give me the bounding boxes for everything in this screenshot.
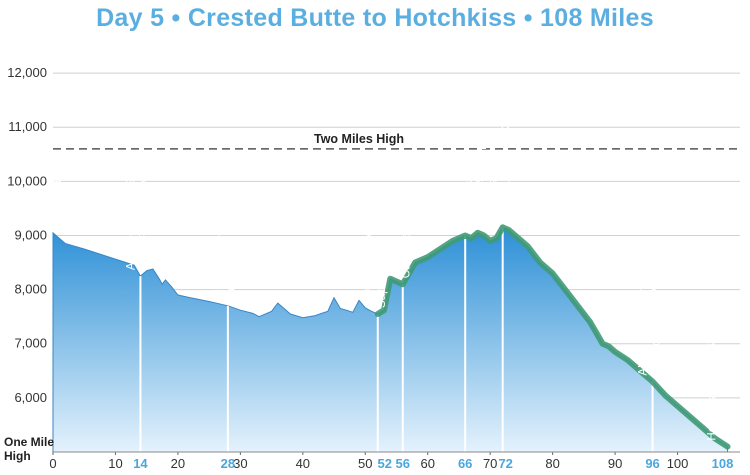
x-tick-label: 80 <box>545 456 559 471</box>
x-highlight-label: 108 <box>712 456 734 471</box>
y-tick-label: 12,000 <box>7 65 47 80</box>
x-tick-label: 30 <box>233 456 247 471</box>
x-highlight-label: 14 <box>133 456 148 471</box>
x-highlight-label: 96 <box>645 456 659 471</box>
annotation-label: Hermit's Rest <box>488 152 500 221</box>
x-highlight-label: 56 <box>396 456 410 471</box>
x-highlight-label: 72 <box>498 456 512 471</box>
annotation-label: AID 1 - 6am-10am <box>213 206 225 300</box>
annotation-label: Crawford Town Park <box>651 272 663 376</box>
annotation-label: Hotchkiss Middle School <box>707 315 719 440</box>
y-tick-label: 11,000 <box>8 119 47 134</box>
x-highlight-label: 66 <box>458 456 472 471</box>
reference-line-label: Two Miles High <box>314 132 404 146</box>
x-tick-label: 20 <box>171 456 185 471</box>
elevation-profile <box>52 226 729 453</box>
annotation-label: AM Relief - 5am-9am <box>125 161 137 270</box>
annotation-label: Lunch 10:30am-2:30pm <box>501 100 513 221</box>
annotation-label: Sapinero <box>376 262 388 308</box>
y-tick-label: 7,000 <box>14 336 47 351</box>
route-highlight <box>374 224 731 450</box>
x-tick-label: 90 <box>608 456 622 471</box>
annotation-label: Cattle gaurd <box>401 216 413 279</box>
chart-title: Day 5 • Crested Butte to Hotchkiss • 108… <box>96 4 654 32</box>
x-tick-label: 10 <box>108 456 122 471</box>
route-highlight-line <box>374 224 731 450</box>
x-tick-label: 0 <box>49 456 56 471</box>
y-tick-label: 9,000 <box>14 227 47 242</box>
aid-station-markers <box>139 227 654 452</box>
elevation-area <box>52 226 729 453</box>
annotation-label: AID 3 - 9am-3pm <box>475 134 487 222</box>
annotation-label: Cattle gaurd <box>463 167 475 230</box>
annotation-label: Gunnison <box>226 251 238 300</box>
x-tick-label: 50 <box>358 456 372 471</box>
x-tick-label: 40 <box>296 456 310 471</box>
x-highlight-label: 28 <box>221 456 235 471</box>
baseline-label: High <box>4 449 31 463</box>
y-tick-label: 6,000 <box>14 390 47 405</box>
two-miles-high-line: Two Miles High <box>53 132 740 150</box>
axes: 6,000 7,000 8,000 9,000 10,000 11,000 12,000 On… <box>4 65 740 471</box>
annotation-label: AID 4 - 11am-4pm <box>638 283 650 376</box>
annotation-label: AID 2 - 7am-noon <box>363 217 375 308</box>
annotation-label: Porta Potties only <box>138 180 150 270</box>
annotation-labels: Crested Butte AM Relief - 5am-9am Porta Po… <box>52 100 719 441</box>
x-tick-label: 70 <box>483 456 497 471</box>
x-highlight-label: 52 <box>378 456 392 471</box>
x-tick-label: 60 <box>420 456 434 471</box>
x-tick-label: 100 <box>667 456 689 471</box>
baseline-label: One Mile <box>4 435 54 449</box>
annotation-label: Crested Butte <box>52 156 64 226</box>
y-tick-label: 8,000 <box>14 282 47 297</box>
y-tick-label: 10,000 <box>7 173 47 188</box>
